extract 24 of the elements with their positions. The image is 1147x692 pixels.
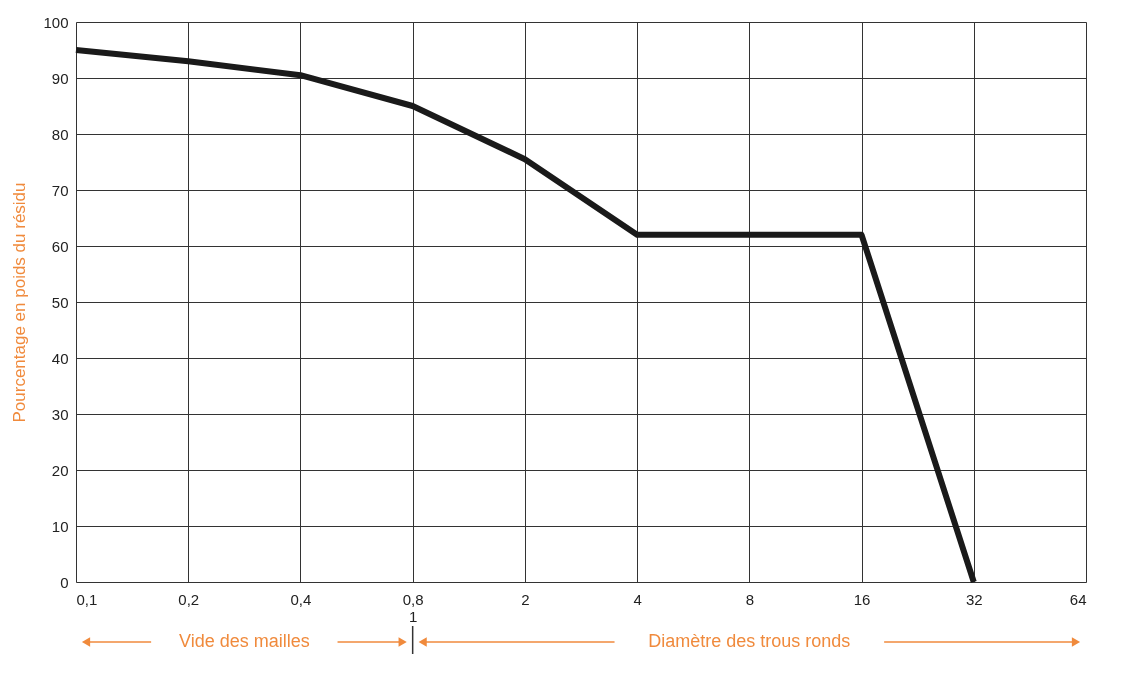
x-tick-label: 64 — [1069, 590, 1087, 608]
text: Vide des mailles — [178, 631, 310, 651]
y-tick-label: 100 — [43, 13, 69, 31]
y-tick-label: 10 — [51, 517, 69, 535]
x-tick-label: 32 — [965, 590, 983, 608]
text: Diamètre des trous ronds — [648, 631, 851, 651]
y-tick-label: 20 — [51, 461, 69, 479]
y-tick-label: 80 — [51, 125, 69, 143]
x-tick-label: 16 — [853, 590, 871, 608]
x-tick-label: 0,8 1 — [402, 590, 424, 625]
y-tick-label: 90 — [51, 69, 69, 87]
y-tick-label: 40 — [51, 349, 69, 367]
x-tick-label: 2 — [521, 590, 530, 608]
x-tick-label: 8 — [745, 590, 755, 608]
x-tick-label: 4 — [633, 590, 642, 608]
y-tick-label: 70 — [51, 181, 69, 199]
x-tick-label: 0,2 — [178, 590, 200, 608]
y-tick-label: 30 — [51, 405, 69, 423]
y-axis-title: Pourcentage en poids du résidu — [10, 182, 30, 423]
x-tick-label: 0,4 — [290, 590, 312, 608]
y-tick-label: 50 — [51, 293, 69, 311]
x-tick-label: 0,1 — [76, 590, 98, 608]
y-tick-label: 60 — [51, 237, 69, 255]
y-tick-label: 0 — [60, 573, 69, 591]
